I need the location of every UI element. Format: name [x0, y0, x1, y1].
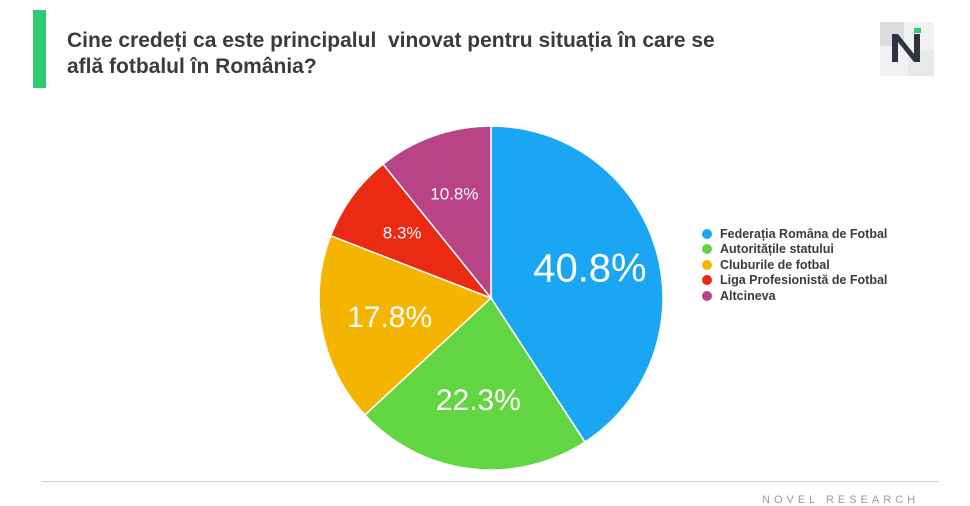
novel-research-logo-icon	[880, 22, 934, 76]
legend-label: Altcineva	[720, 288, 776, 303]
legend-item-cluburile-de-fotbal: Cluburile de fotbal	[702, 257, 887, 273]
legend-swatch-icon	[702, 228, 712, 239]
legend-label: Liga Profesionistă de Fotbal	[720, 273, 888, 288]
pie-slice-liga-profesionista-de-fotbal	[329, 163, 494, 300]
pie-label-liga-profesionista-de-fotbal: 8.3%	[383, 224, 422, 243]
legend-swatch-icon	[702, 275, 712, 286]
legend-item-altcineva: Altcineva	[702, 288, 887, 304]
pie-slice-autoritatile-statului	[363, 296, 587, 471]
footer-brand: NOVEL RESEARCH	[762, 494, 920, 506]
page-title: Cine credeți ca este principalul vinovat…	[67, 29, 715, 78]
legend-item-federatia-romana-de-fotbal: Federația Româna de Fotbal	[702, 226, 887, 242]
legend-label: Federația Româna de Fotbal	[720, 226, 888, 241]
legend-item-autoritatile-statului: Autoritățile statului	[702, 242, 887, 258]
pie-label-altcineva: 10.8%	[430, 185, 478, 204]
pie-label-federatia-romana-de-fotbal: 40.8%	[533, 247, 646, 291]
legend-swatch-icon	[702, 244, 712, 255]
legend-item-liga-profesionista-de-fotbal: Liga Profesionistă de Fotbal	[702, 273, 887, 289]
legend-swatch-icon	[702, 259, 712, 270]
bottom-divider	[42, 481, 938, 482]
pie-slice-cluburile-de-fotbal	[318, 234, 493, 417]
legend-label: Autoritățile statului	[720, 242, 834, 257]
title-accent-bar	[33, 10, 46, 88]
legend-swatch-icon	[702, 290, 712, 301]
pie-slice-altcineva	[381, 125, 492, 301]
legend-label: Cluburile de fotbal	[720, 257, 830, 272]
pie-label-cluburile-de-fotbal: 17.8%	[347, 301, 432, 334]
pie-label-autoritatile-statului: 22.3%	[436, 384, 521, 417]
chart-legend: Federația Româna de Fotbal Autoritățile s…	[702, 226, 887, 304]
